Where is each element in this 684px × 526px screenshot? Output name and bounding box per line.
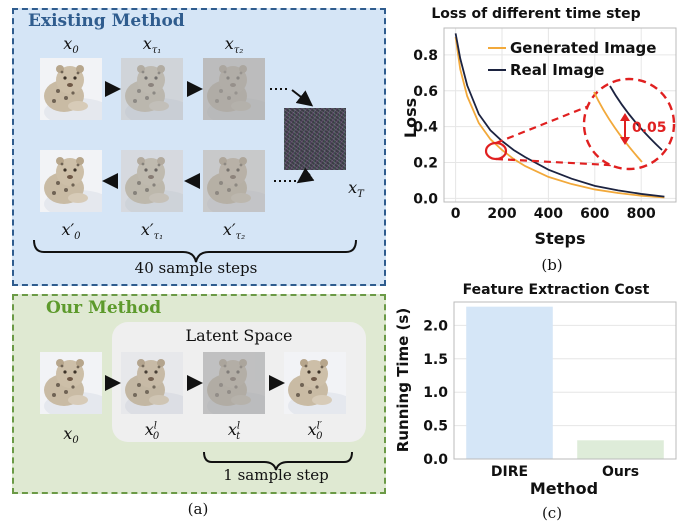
x-tick-label: 200	[487, 206, 516, 222]
panel-a-arrows	[33, 81, 357, 471]
snow-leopard-image-xt-latent	[203, 352, 265, 414]
bar-ours	[577, 440, 664, 459]
bar-dire	[466, 306, 553, 459]
snow-leopard-image-xtau1	[121, 58, 183, 120]
snow-leopard-image-xtau1-prime	[121, 150, 183, 212]
label-x0: x0	[63, 34, 79, 57]
label-xtau1: xτ₁	[142, 34, 162, 57]
latent-space-label: Latent Space	[185, 326, 293, 345]
chart-c-ylabel: Running Time (s)	[394, 308, 412, 452]
y-tick-label: 0.5	[423, 419, 448, 435]
chart-c-axes-frame	[453, 301, 677, 460]
zoom-circle	[582, 77, 676, 171]
loss-line-chart: 0 200 400 600 800 0.0 0.2 0.4 0.6 0.8 0.05 Genera…	[401, 27, 677, 274]
ours-steps-label: 1 sample step	[223, 466, 329, 484]
x-tick-label: 0	[451, 206, 461, 222]
chart-c-xlabel: Method	[530, 479, 598, 498]
caption-a: (a)	[187, 500, 209, 518]
arrow-down-icon	[291, 89, 314, 107]
existing-method-title: Existing Method	[28, 11, 185, 31]
y-tick-label: 1.5	[423, 352, 448, 368]
y-tick-label: 1.0	[423, 385, 448, 401]
label-x0-latent: xl0	[144, 420, 160, 443]
label-xT: xT	[348, 178, 364, 201]
legend-label-generated: Generated Image	[510, 39, 656, 57]
label-ours-x0: x0	[63, 424, 79, 447]
x-tick-label: 600	[580, 206, 609, 222]
legend-label-real: Real Image	[510, 61, 604, 79]
snow-leopard-image-xtau2	[203, 58, 265, 120]
x-tick-label: 800	[627, 206, 656, 222]
series-line-generated-image	[454, 36, 665, 199]
y-tick-label: 0.0	[423, 452, 448, 468]
label-xt-latent: xlt	[227, 420, 241, 443]
our-method-title: Our Method	[46, 298, 162, 318]
feature-cost-bar-chart: 0.0 0.5 1.0 1.5 2.0 DIRE Ours Method Running T…	[394, 301, 677, 522]
existing-steps-label: 40 sample steps	[134, 259, 258, 277]
chart-c-title: Feature Extraction Cost	[462, 282, 650, 298]
chart-b-title: Loss of different time step	[431, 6, 641, 22]
label-xtau1-prime: x′τ₁	[140, 220, 164, 243]
x-tick-label: DIRE	[491, 464, 528, 480]
chart-b-ylabel: Loss	[401, 98, 420, 138]
chart-c-caption: (c)	[542, 504, 562, 522]
y-tick-label: 2.0	[423, 318, 448, 334]
zoom-guide-line	[495, 157, 629, 168]
series-line-real-image	[454, 33, 665, 198]
chart-b-axes-frame	[443, 27, 677, 203]
zoom-generated-line	[593, 91, 643, 163]
label-x0-latent-prime: xl′0	[307, 420, 323, 443]
snow-leopard-image-x0-latent	[121, 352, 183, 414]
x-tick-label: Ours	[602, 464, 639, 480]
label-xtau2-prime: x′τ₂	[222, 220, 246, 243]
brace-40-steps	[33, 239, 357, 263]
y-tick-label: 0.0	[413, 191, 438, 207]
y-tick-label: 0.6	[413, 84, 438, 100]
y-tick-label: 0.2	[413, 156, 438, 172]
chart-b-caption: (b)	[541, 256, 562, 274]
zoom-real-line	[609, 85, 663, 151]
arrow-back-icon	[296, 167, 315, 184]
label-xtau2: xτ₂	[224, 34, 244, 57]
zoom-gap-label: 0.05	[632, 120, 667, 136]
noise-image-xT	[284, 108, 346, 170]
y-tick-label: 0.8	[413, 48, 438, 64]
brace-1-step	[203, 451, 353, 471]
chart-b-xlabel: Steps	[535, 229, 586, 248]
y-tick-label: 0.4	[413, 120, 438, 136]
label-x0-prime: x′0	[61, 220, 81, 243]
snow-leopard-image-xtau2-prime	[203, 150, 265, 212]
x-tick-label: 400	[534, 206, 563, 222]
